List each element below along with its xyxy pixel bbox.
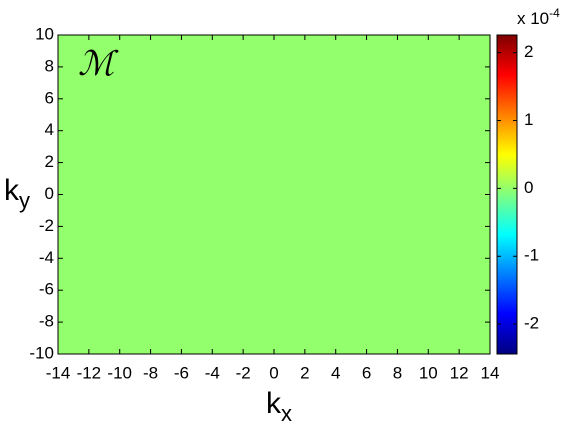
y-tick-label: -2 — [39, 216, 54, 235]
y-tick-label: 10 — [35, 24, 54, 43]
heatmap — [58, 35, 490, 354]
colorbar — [496, 34, 518, 355]
x-tick-label: -8 — [143, 363, 158, 382]
x-tick-label: 8 — [393, 363, 402, 382]
y-axis-label: ky — [4, 174, 30, 213]
colorbar-tick-label: 1 — [524, 110, 533, 129]
x-tick-label: 6 — [362, 363, 371, 382]
colorbar-tick-label: -1 — [524, 246, 539, 265]
colorbar-multiplier: x 10-4 — [517, 6, 560, 28]
x-tick-label: 0 — [269, 363, 278, 382]
y-tick-label: -6 — [39, 280, 54, 299]
y-tick-label: 8 — [45, 56, 54, 75]
plot-background — [58, 35, 490, 354]
y-tick-label: -4 — [39, 248, 54, 267]
y-tick-label: 6 — [45, 88, 54, 107]
x-tick-label: -4 — [205, 363, 220, 382]
x-axis-label: kx — [266, 387, 292, 426]
x-tick-label: -6 — [174, 363, 189, 382]
x-tick-label: 12 — [450, 363, 469, 382]
x-tick-label: 4 — [331, 363, 340, 382]
x-tick-label: 14 — [481, 363, 500, 382]
annotation: ℳ — [78, 44, 119, 84]
x-tick-label: 10 — [419, 363, 438, 382]
colorbar-tick-label: 2 — [524, 42, 533, 61]
colorbar-tick-label: -2 — [524, 314, 539, 333]
x-tick-label: -12 — [77, 363, 102, 382]
y-tick-label: 4 — [45, 120, 54, 139]
y-tick-label: -10 — [29, 343, 54, 362]
x-tick-label: -10 — [107, 363, 132, 382]
x-tick-label: -14 — [46, 363, 71, 382]
y-tick-label: 2 — [45, 152, 54, 171]
colorbar-tick-label: 0 — [524, 178, 533, 197]
y-tick-label: 0 — [45, 184, 54, 203]
x-tick-label: -2 — [236, 363, 251, 382]
x-tick-label: 2 — [300, 363, 309, 382]
y-tick-label: -8 — [39, 312, 54, 331]
